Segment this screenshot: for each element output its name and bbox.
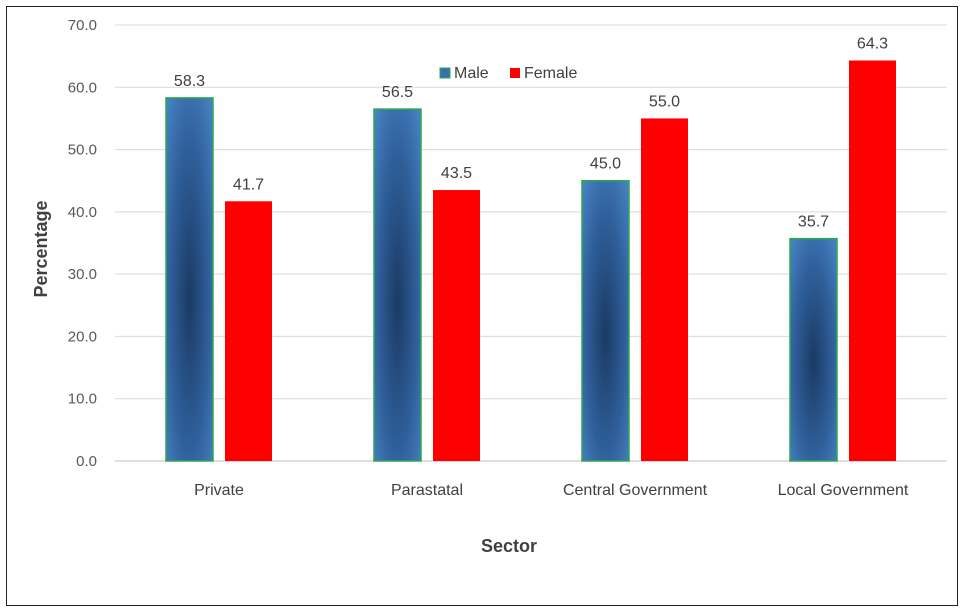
- data-label-male: 45.0: [590, 156, 621, 173]
- data-label-female: 43.5: [441, 165, 472, 182]
- y-tick-label: 40.0: [68, 204, 97, 221]
- bar-male-local-government: [789, 237, 838, 462]
- bar-female-private: [225, 201, 272, 462]
- bar-female-parastatal: [433, 190, 480, 462]
- y-tick-label: 20.0: [68, 328, 97, 345]
- x-tick-label: Central Government: [563, 482, 708, 499]
- bar-chart: 0.0 10.0 20.0 30.0 40.0 50.0 60.0 70.0 58.3 41.7…: [31, 17, 947, 556]
- data-label-male: 56.5: [382, 84, 413, 101]
- data-label-female: 41.7: [233, 176, 264, 193]
- y-tick-label: 0.0: [76, 453, 97, 470]
- y-tick-label: 70.0: [68, 17, 97, 34]
- x-axis-ticks: Private Parastatal Central Government Local…: [194, 482, 909, 499]
- y-axis-title: Percentage: [31, 200, 51, 297]
- legend-swatch-male: [439, 67, 451, 79]
- legend-swatch-female: [510, 68, 520, 78]
- x-tick-label: Private: [194, 482, 244, 499]
- x-axis-title: Sector: [481, 536, 537, 556]
- chart-frame: 0.0 10.0 20.0 30.0 40.0 50.0 60.0 70.0 58.3 41.7…: [6, 6, 958, 606]
- y-tick-label: 50.0: [68, 142, 97, 159]
- bar-female-central-government: [641, 118, 688, 461]
- legend-label-male: Male: [454, 65, 489, 82]
- y-tick-label: 30.0: [68, 266, 97, 283]
- bar-male-private: [165, 97, 214, 462]
- bars: [165, 60, 896, 462]
- data-label-female: 64.3: [857, 36, 888, 53]
- data-label-female: 55.0: [649, 93, 680, 110]
- x-tick-label: Parastatal: [391, 482, 463, 499]
- bar-male-parastatal: [373, 108, 422, 462]
- data-labels: 58.3 41.7 56.5 43.5 45.0 55.0 35.7 64.3: [174, 36, 888, 231]
- y-tick-label: 60.0: [68, 79, 97, 96]
- legend: Male Female: [439, 65, 577, 82]
- bar-male-central-government: [581, 179, 630, 462]
- legend-label-female: Female: [524, 65, 577, 82]
- y-tick-label: 10.0: [68, 391, 97, 408]
- x-tick-label: Local Government: [778, 482, 909, 499]
- bar-female-local-government: [849, 60, 896, 461]
- y-axis-ticks: 0.0 10.0 20.0 30.0 40.0 50.0 60.0 70.0: [68, 17, 97, 470]
- data-label-male: 58.3: [174, 73, 205, 90]
- data-label-male: 35.7: [798, 214, 829, 231]
